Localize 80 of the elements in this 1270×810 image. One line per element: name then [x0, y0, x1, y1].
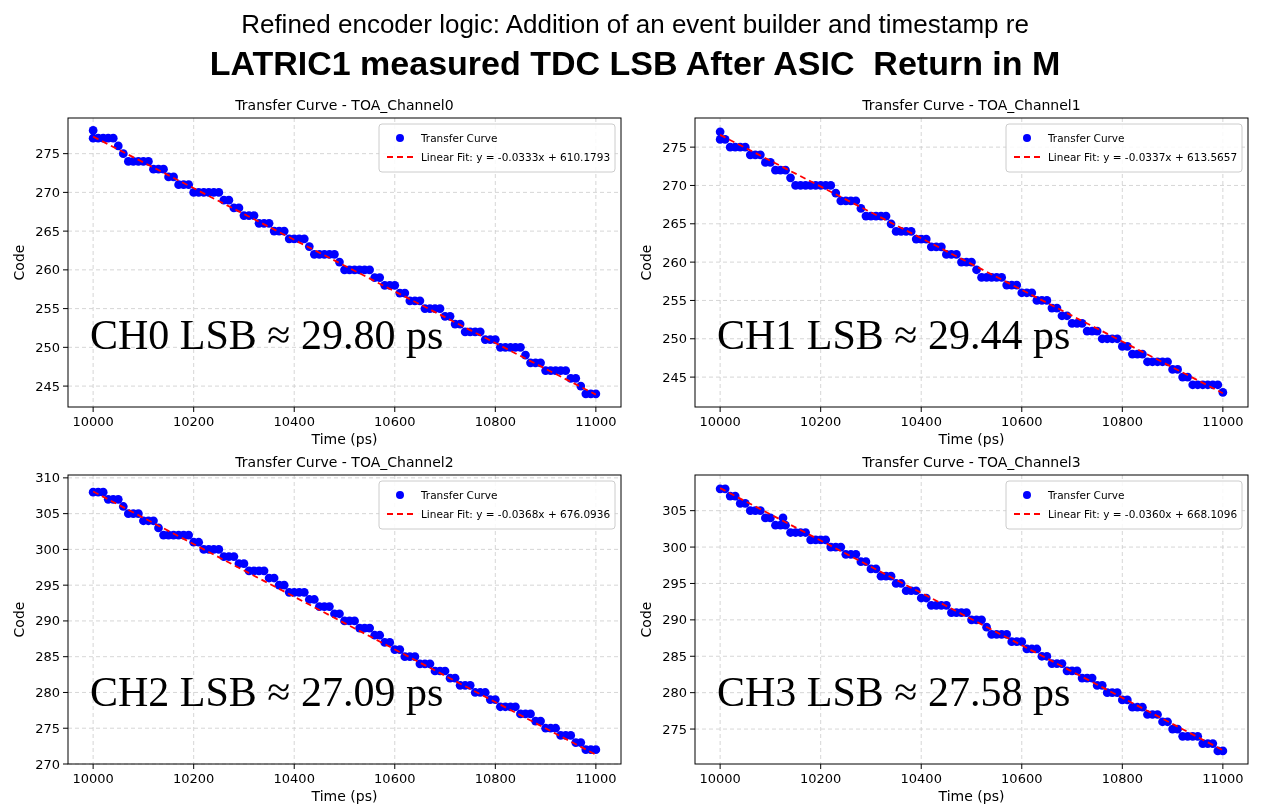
annotation: CH0 LSB ≈ 29.80 ps — [90, 312, 444, 359]
y-tick-label: 290 — [662, 612, 687, 628]
y-tick-label: 295 — [662, 576, 687, 592]
x-axis-title: Time (ps) — [310, 431, 378, 447]
y-tick-label: 245 — [35, 378, 60, 394]
x-tick-label: 10000 — [699, 414, 741, 429]
x-axis-title: Time (ps) — [310, 788, 378, 804]
x-tick-label: 10800 — [1101, 414, 1143, 429]
y-tick-label: 270 — [35, 184, 60, 200]
y-tick-label: 300 — [662, 539, 687, 555]
y-tick-label: 270 — [35, 756, 60, 772]
y-tick-label: 255 — [35, 301, 60, 317]
legend-label: Transfer Curve — [420, 488, 498, 501]
x-tick-label: 10400 — [273, 771, 315, 786]
chart-title: Transfer Curve - TOA_Channel1 — [861, 97, 1081, 113]
chart-title: Transfer Curve - TOA_Channel0 — [234, 97, 454, 113]
y-tick-label: 280 — [662, 685, 687, 701]
chart-title: Transfer Curve - TOA_Channel3 — [861, 454, 1081, 470]
annotation: CH3 LSB ≈ 27.58 ps — [717, 669, 1071, 716]
x-tick-label: 10600 — [1001, 771, 1043, 786]
y-tick-label: 255 — [662, 293, 687, 308]
x-tick-label: 10400 — [900, 771, 942, 786]
x-tick-label: 10000 — [72, 771, 114, 786]
x-tick-label: 10200 — [800, 771, 842, 786]
x-tick-label: 10400 — [273, 414, 315, 429]
y-tick-label: 265 — [662, 216, 687, 232]
y-tick-label: 275 — [35, 720, 60, 736]
y-tick-label: 245 — [662, 369, 687, 385]
y-axis-title: Code — [638, 601, 654, 638]
x-tick-label: 10600 — [374, 414, 416, 429]
y-tick-label: 290 — [35, 613, 60, 629]
x-tick-label: 10600 — [374, 771, 416, 786]
x-tick-label: 10200 — [800, 414, 842, 429]
x-tick-label: 11000 — [1202, 414, 1244, 429]
y-tick-label: 310 — [35, 470, 60, 486]
x-tick-label: 11000 — [1202, 771, 1244, 786]
y-tick-label: 260 — [662, 254, 687, 270]
legend-label: Linear Fit: y = -0.0368x + 676.0936 — [421, 507, 611, 520]
y-tick-label: 280 — [35, 685, 60, 701]
y-tick-label: 285 — [35, 649, 60, 665]
x-axis-title: Time (ps) — [937, 788, 1005, 804]
y-tick-label: 275 — [662, 721, 687, 737]
x-tick-label: 10200 — [173, 771, 215, 786]
y-tick-label: 295 — [35, 577, 60, 593]
x-tick-label: 10600 — [1001, 414, 1043, 429]
y-tick-label: 270 — [662, 178, 687, 194]
legend-label: Linear Fit: y = -0.0360x + 668.1096 — [1048, 507, 1238, 520]
text: Refined encoder logic: Addition of an event builder and timestamp re — [240, 8, 1030, 40]
y-axis-title: Code — [11, 601, 27, 638]
y-tick-label: 250 — [35, 339, 60, 355]
x-tick-label: 10000 — [699, 771, 741, 786]
x-tick-label: 10200 — [173, 414, 215, 429]
annotation: CH1 LSB ≈ 29.44 ps — [717, 312, 1071, 359]
legend-label: Linear Fit: y = -0.0337x + 613.5657 — [1048, 150, 1238, 163]
x-tick-label: 10800 — [474, 414, 516, 429]
legend-label: Transfer Curve — [1047, 131, 1125, 144]
y-axis-title: Code — [638, 244, 654, 281]
y-tick-label: 265 — [35, 223, 60, 239]
x-tick-label: 10800 — [1101, 771, 1143, 786]
legend-label: Linear Fit: y = -0.0333x + 610.1793 — [421, 150, 611, 163]
legend-label: Transfer Curve — [420, 131, 498, 144]
y-tick-label: 300 — [35, 541, 60, 557]
y-tick-label: 305 — [662, 503, 687, 519]
annotation: CH2 LSB ≈ 27.09 ps — [90, 669, 444, 716]
x-tick-label: 11000 — [575, 414, 617, 429]
text: LATRIC1 measured TDC LSB After ASIC Return in M — [208, 43, 1062, 84]
x-tick-label: 10400 — [900, 414, 942, 429]
y-tick-label: 250 — [662, 331, 687, 347]
chart-title: Transfer Curve - TOA_Channel2 — [234, 454, 454, 470]
x-tick-label: 10800 — [474, 771, 516, 786]
x-tick-label: 11000 — [575, 771, 617, 786]
y-axis-title: Code — [11, 244, 27, 281]
x-axis-title: Time (ps) — [937, 431, 1005, 447]
legend-label: Transfer Curve — [1047, 488, 1125, 501]
y-tick-label: 275 — [35, 146, 60, 162]
y-tick-label: 305 — [35, 506, 60, 522]
y-tick-label: 275 — [662, 139, 687, 155]
y-tick-label: 260 — [35, 262, 60, 278]
x-tick-label: 10000 — [72, 414, 114, 429]
y-tick-label: 285 — [662, 648, 687, 664]
